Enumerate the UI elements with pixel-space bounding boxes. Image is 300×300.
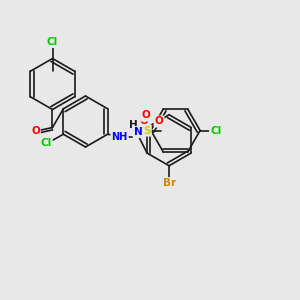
Text: O: O [31,125,40,136]
Text: O: O [140,116,148,126]
Text: NH: NH [112,132,128,142]
Text: S: S [143,125,151,136]
Text: Cl: Cl [47,37,58,47]
Text: Cl: Cl [210,125,221,136]
Text: Br: Br [163,178,176,188]
Text: H: H [129,119,138,130]
Text: Cl: Cl [40,138,52,148]
Text: O: O [154,116,164,127]
Text: O: O [141,110,150,121]
Text: N: N [134,127,142,137]
